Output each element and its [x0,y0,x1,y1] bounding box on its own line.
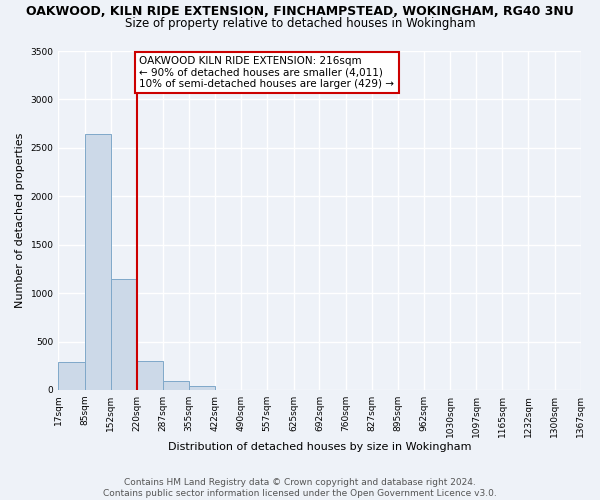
Text: OAKWOOD, KILN RIDE EXTENSION, FINCHAMPSTEAD, WOKINGHAM, RG40 3NU: OAKWOOD, KILN RIDE EXTENSION, FINCHAMPST… [26,5,574,18]
Bar [85,134,110,390]
Text: Size of property relative to detached houses in Wokingham: Size of property relative to detached ho… [125,18,475,30]
X-axis label: Distribution of detached houses by size in Wokingham: Distribution of detached houses by size … [168,442,471,452]
Bar [189,386,215,390]
Bar [110,278,137,390]
Y-axis label: Number of detached properties: Number of detached properties [15,133,25,308]
Bar [58,362,85,390]
Text: OAKWOOD KILN RIDE EXTENSION: 216sqm
← 90% of detached houses are smaller (4,011): OAKWOOD KILN RIDE EXTENSION: 216sqm ← 90… [139,56,394,90]
Bar [163,381,189,390]
Bar [137,362,163,390]
Text: Contains HM Land Registry data © Crown copyright and database right 2024.
Contai: Contains HM Land Registry data © Crown c… [103,478,497,498]
